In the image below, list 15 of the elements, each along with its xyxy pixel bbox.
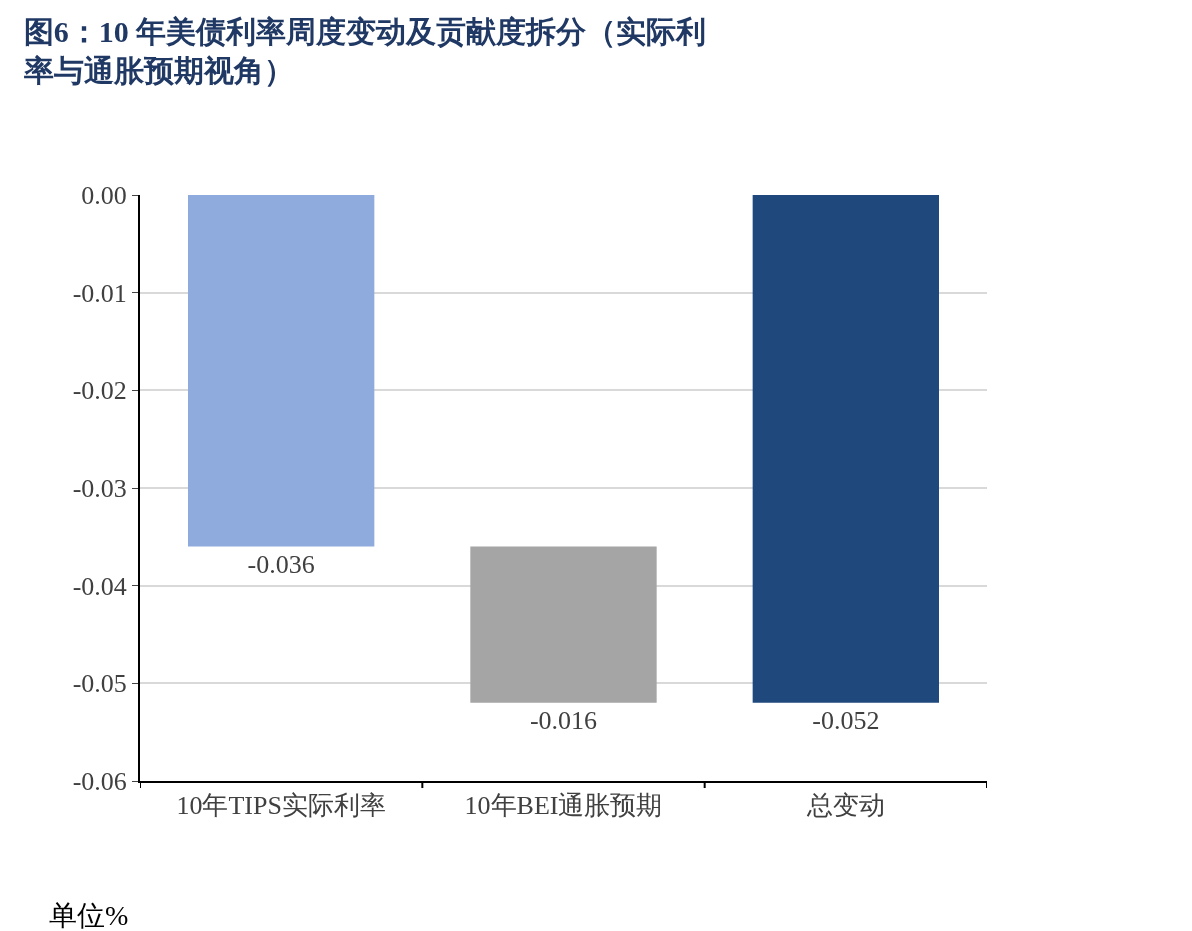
x-tick-label: 10年TIPS实际利率 [176,791,386,821]
y-tick-label: -0.03 [72,474,127,504]
chart-title: 图6：10 年美债利率周度变动及贡献度拆分（实际利率与通胀预期视角） [23,14,707,87]
data-label: -0.036 [247,549,315,579]
y-tick-label: -0.04 [72,571,127,601]
y-tick-label: -0.05 [72,669,127,699]
x-tick-label: 总变动 [805,791,885,821]
data-label: -0.016 [529,705,598,735]
x-tick-label: 10年BEI通胀预期 [464,791,663,821]
y-tick-label: -0.02 [72,376,127,406]
y-tick-label: 0.00 [81,181,127,211]
y-tick-label: -0.06 [72,767,127,797]
data-label: -0.052 [812,705,880,735]
y-tick-label: -0.01 [72,278,127,308]
text: 单位% [49,900,129,931]
